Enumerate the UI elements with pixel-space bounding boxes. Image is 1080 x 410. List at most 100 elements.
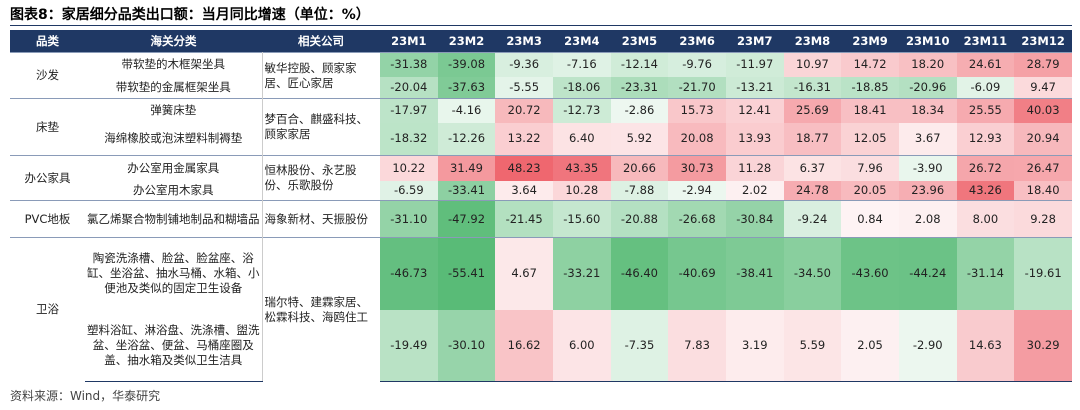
value-cell: -11.97 [725, 52, 784, 77]
value-cell: -7.88 [610, 180, 669, 201]
value-cell: 30.73 [668, 155, 726, 181]
table-row: 床垫 弹簧床垫 梦百合、麒盛科技、顾家家居 -17.97 -4.16 20.72 -12.7… [10, 98, 1072, 156]
value-cell: 14.63 [956, 309, 1015, 382]
customs-class-cell: 带软垫的木框架坐具 [85, 52, 263, 77]
value-cell: 3.67 [898, 122, 957, 156]
table-body: 沙发 带软垫的木框架坐具 敏华控股、顾家家居、匠心家居 -31.38 -39.08 -9.… [10, 52, 1072, 382]
header-cell: 海关分类 [85, 30, 262, 53]
header-cell: 23M9 [841, 30, 899, 53]
value-cell: 6.00 [552, 309, 611, 382]
value-cell: -6.59 [380, 180, 438, 201]
value-cell: -31.14 [956, 237, 1015, 310]
header-cell: 23M12 [1014, 30, 1072, 53]
header-cell: 23M11 [956, 30, 1015, 53]
header-cell: 23M3 [495, 30, 553, 53]
value-cell: -44.24 [898, 237, 957, 310]
value-cell: -55.41 [437, 237, 496, 310]
value-cell: 14.72 [841, 52, 899, 77]
value-cell: 16.62 [495, 309, 553, 382]
value-cell: -33.41 [437, 180, 496, 201]
value-cell: -19.49 [380, 309, 438, 382]
header-cell: 23M8 [783, 30, 842, 53]
value-cell: -46.40 [610, 237, 669, 310]
value-cell: -46.73 [380, 237, 438, 310]
header-cell: 23M7 [725, 30, 784, 53]
customs-class-cell: 塑料浴缸、淋浴盘、洗涤槽、盥洗盆、坐浴盆、便盆、马桶座圈及盖、抽水箱及类似卫生洁… [85, 309, 263, 382]
value-cell: -21.45 [495, 200, 553, 238]
value-cell: -3.90 [898, 155, 957, 181]
value-cell: 3.19 [725, 309, 784, 382]
value-cell: 9.47 [1014, 76, 1072, 99]
value-cell: 10.97 [783, 52, 842, 77]
customs-class-cell: 陶瓷洗涤槽、脸盆、脸盆座、浴缸、坐浴盆、抽水马桶、水箱、小便池及类似的固定卫生设… [85, 237, 263, 310]
value-cell: 18.20 [898, 52, 957, 77]
value-cell: 7.83 [668, 309, 726, 382]
header-cell: 23M4 [552, 30, 611, 53]
value-cell: 20.08 [668, 122, 726, 156]
value-cell: 12.41 [725, 98, 784, 123]
value-cell: 20.05 [841, 180, 899, 201]
value-cell: -2.86 [610, 98, 669, 123]
value-cell: 28.79 [1014, 52, 1072, 77]
value-cell: 23.96 [898, 180, 957, 201]
value-cell: -23.31 [610, 76, 669, 99]
value-cell: -40.69 [668, 237, 726, 310]
value-cell: 0.84 [841, 200, 899, 238]
value-cell: 7.96 [841, 155, 899, 181]
customs-class-cell: 带软垫的金属框架坐具 [85, 76, 263, 99]
value-cell: -33.21 [552, 237, 611, 310]
value-cell: 6.40 [552, 122, 611, 156]
value-cell: -9.36 [495, 52, 553, 77]
value-cell: 10.28 [552, 180, 611, 201]
companies-cell: 海象新材、天振股份 [262, 200, 380, 238]
value-cell: 25.69 [783, 98, 842, 123]
header-cell: 23M6 [668, 30, 726, 53]
table-row: 带软垫的金属框架坐具 -20.04 -37.63 -5.55 -18.06 -23.31-… [10, 76, 1072, 99]
companies-cell: 敏华控股、顾家家居、匠心家居 [262, 52, 380, 99]
category-cell: 床垫 [10, 98, 85, 156]
value-cell: -20.04 [380, 76, 438, 99]
value-cell: -31.10 [380, 200, 438, 238]
header-cell: 23M5 [610, 30, 669, 53]
value-cell: 18.77 [783, 122, 842, 156]
value-cell: -18.85 [841, 76, 899, 99]
category-cell: 沙发 [10, 52, 85, 99]
title-rule [10, 25, 1072, 26]
value-cell: 2.02 [725, 180, 784, 201]
value-cell: 24.78 [783, 180, 842, 201]
value-cell: -9.76 [668, 52, 726, 77]
table-row: 塑料浴缸、淋浴盘、洗涤槽、盥洗盆、坐浴盆、便盆、马桶座圈及盖、抽水箱及类似卫生洁… [10, 309, 1072, 382]
value-cell: -37.63 [437, 76, 496, 99]
value-cell: -20.88 [610, 200, 669, 238]
value-cell: -4.16 [437, 98, 496, 123]
value-cell: -26.68 [668, 200, 726, 238]
value-cell: 31.49 [437, 155, 496, 181]
value-cell: -39.08 [437, 52, 496, 77]
value-cell: 18.40 [1014, 180, 1072, 201]
title: 图表8：家居细分品类出口额：当月同比增速（单位：%） [10, 7, 370, 23]
value-cell: 26.47 [1014, 155, 1072, 181]
value-cell: 2.05 [841, 309, 899, 382]
value-cell: 43.26 [956, 180, 1015, 201]
header-row: 品类 海关分类 相关公司 23M1 23M2 23M3 23M4 23M5 23M6 23M7 23… [10, 30, 1072, 53]
value-cell: -21.70 [668, 76, 726, 99]
value-cell: -19.61 [1014, 237, 1072, 310]
value-cell: 20.94 [1014, 122, 1072, 156]
value-cell: 9.28 [1014, 200, 1072, 238]
value-cell: 8.00 [956, 200, 1015, 238]
value-cell: 26.72 [956, 155, 1015, 181]
value-cell: 24.61 [956, 52, 1015, 77]
value-cell: 18.41 [841, 98, 899, 123]
table-row: 沙发 带软垫的木框架坐具 敏华控股、顾家家居、匠心家居 -31.38 -39.08 -9.… [10, 52, 1072, 99]
table-row: 海绵橡胶或泡沫塑料制褥垫 -18.32 -12.26 13.22 6.40 5.92 20.… [10, 122, 1072, 156]
value-cell: -9.24 [783, 200, 842, 238]
value-cell: -17.97 [380, 98, 438, 123]
value-cell: -30.84 [725, 200, 784, 238]
value-cell: 5.59 [783, 309, 842, 382]
value-cell: -47.92 [437, 200, 496, 238]
value-cell: 10.22 [380, 155, 438, 181]
table-row: 办公家具 办公室用金属家具 恒林股份、永艺股份、乐歌股份 10.22 31.49 48.2… [10, 155, 1072, 201]
value-cell: -16.31 [783, 76, 842, 99]
customs-class-cell: 氯乙烯聚合物制铺地制品和糊墙品 [85, 200, 263, 238]
